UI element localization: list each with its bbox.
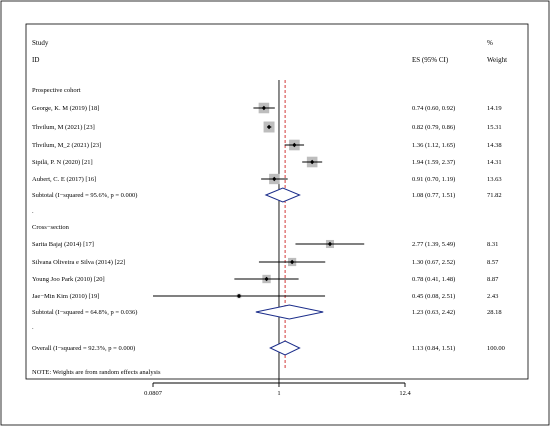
point-estimate (236, 293, 242, 299)
study-es: 1.30 (0.67, 2.52) (412, 259, 455, 266)
overall-label: Overall (I−squared = 92.3%, p = 0.000) (32, 345, 135, 352)
overall-weight: 100.00 (487, 345, 505, 352)
study-es: 0.45 (0.08, 2.51) (412, 293, 455, 300)
study-es: 1.94 (1.59, 2.37) (412, 159, 455, 166)
x-tick-label: 0.0807 (144, 390, 163, 397)
point-estimate (289, 259, 295, 265)
study-es: 0.82 (0.79, 0.86) (412, 124, 455, 131)
point-estimate (266, 124, 272, 130)
study-es: 1.36 (1.12, 1.65) (412, 142, 455, 149)
subtotal-weight: 28.18 (487, 309, 502, 316)
subtotal-es: 1.08 (0.77, 1.51) (412, 192, 455, 199)
study-es: 2.77 (1.39, 5.49) (412, 241, 455, 248)
plot-frame (25, 23, 529, 380)
x-tick-label: 1 (277, 390, 280, 397)
study-label: George, K. M (2019) [18] (32, 105, 99, 112)
study-label: Sarita Bajaj (2014) [17] (32, 241, 94, 248)
point-estimate (292, 142, 297, 148)
study-label: Thvilum, M (2021) [23] (32, 124, 95, 131)
study-weight: 8.31 (487, 241, 498, 248)
study-label: Sipilä, P. N (2020) [21] (32, 159, 93, 166)
header-weight: Weight (487, 56, 507, 64)
header-es: ES (95% CI) (412, 56, 449, 64)
subtotal-weight: 71.82 (487, 192, 502, 199)
x-tick-label: 12.4 (399, 390, 411, 397)
spacer-dot: . (32, 208, 34, 215)
study-es: 0.91 (0.70, 1.19) (412, 176, 455, 183)
x-axis: 0.0807 1 12.4 (144, 382, 411, 397)
subtotal-diamond (264, 187, 301, 203)
study-es: 0.78 (0.41, 1.48) (412, 276, 455, 283)
study-es: 0.74 (0.60, 0.92) (412, 105, 455, 112)
study-label: Thvilum, M_2 (2021) [23] (32, 142, 101, 149)
study-weight: 14.38 (487, 142, 502, 149)
study-label: Young Joo Park (2010) [20] (32, 276, 105, 283)
header-pct: % (487, 39, 493, 47)
study-weight: 2.43 (487, 293, 498, 300)
study-weight: 8.57 (487, 259, 499, 266)
study-weight: 13.63 (487, 176, 502, 183)
point-estimate (272, 176, 277, 182)
study-label: Aubert, C. E (2017) [16] (32, 176, 96, 183)
subtotal-diamond (255, 304, 324, 320)
study-label: Silvana Oliveira e Silva (2014) [22] (32, 259, 125, 266)
point-estimate (264, 276, 269, 282)
header-id: ID (32, 56, 39, 64)
study-weight: 8.87 (487, 276, 499, 283)
point-estimate (309, 159, 315, 165)
group-heading: Prospective cohort (32, 87, 81, 94)
overall-diamond (269, 340, 301, 356)
subtotal-es: 1.23 (0.63, 2.42) (412, 309, 455, 316)
header-study: Study (32, 39, 49, 47)
study-weight: 14.31 (487, 159, 502, 166)
overall-es: 1.13 (0.84, 1.51) (412, 345, 455, 352)
note-text: NOTE: Weights are from random effects an… (32, 369, 161, 376)
point-estimate (327, 241, 333, 247)
study-weight: 14.19 (487, 105, 502, 112)
point-estimate (261, 105, 267, 111)
subtotal-label: Subtotal (I−squared = 64.8%, p = 0.036) (32, 309, 137, 316)
study-weight: 15.31 (487, 124, 502, 131)
spacer-dot: . (32, 324, 34, 331)
subtotal-label: Subtotal (I−squared = 95.6%, p = 0.000) (32, 192, 137, 199)
group-heading: Cross−section (32, 224, 70, 231)
forest-rows: Prospective cohort George, K. M (2019) [1… (32, 80, 505, 383)
study-label: Jae−Min Kim (2010) [19] (32, 293, 99, 300)
